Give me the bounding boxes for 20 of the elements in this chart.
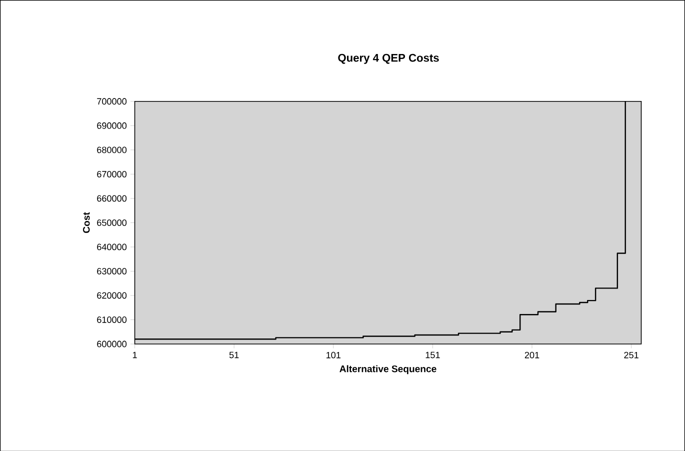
- x-axis-title: Alternative Sequence: [340, 364, 436, 374]
- y-tick-label: 700000: [97, 98, 127, 104]
- y-axis-title: Cost: [82, 212, 90, 233]
- y-tick-label: 600000: [97, 340, 127, 347]
- x-tick-label: 101: [326, 352, 340, 358]
- y-tick-label: 640000: [97, 244, 127, 250]
- y-tick-label: 630000: [97, 268, 127, 274]
- x-tick-label: 251: [624, 352, 638, 358]
- x-tick-label: 51: [229, 352, 239, 358]
- y-tick-label: 620000: [97, 292, 127, 298]
- y-tick-label: 670000: [97, 170, 127, 178]
- y-tick-label: 690000: [97, 122, 127, 129]
- y-tick-label: 610000: [97, 316, 127, 323]
- x-tick-label: 201: [524, 352, 540, 358]
- y-tick-label: 680000: [97, 146, 127, 153]
- chart-title: Query 4 QEP Costs: [338, 54, 439, 64]
- x-tick-label: 1: [132, 352, 137, 358]
- y-tick-label: 660000: [97, 194, 127, 202]
- y-tick-label: 650000: [97, 219, 127, 226]
- x-tick-label: 151: [426, 352, 440, 358]
